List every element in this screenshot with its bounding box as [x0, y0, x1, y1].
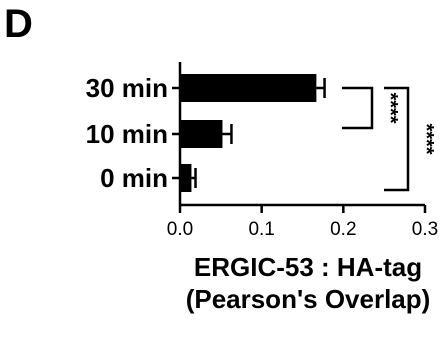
x-tick-label: 0.0 — [167, 219, 193, 240]
y-tick-label: 10 min — [86, 119, 168, 149]
x-axis-title-line-2: (Pearson's Overlap) — [185, 284, 431, 314]
significance-bracket-30-vs-10: **** — [342, 86, 401, 130]
error-bar-30-min — [316, 78, 326, 98]
y-tick-label: 0 min — [100, 163, 168, 193]
x-axis-title-line-1: ERGIC-53 : HA-tag — [193, 252, 423, 282]
bar-30-min — [180, 74, 317, 102]
significance-label: **** — [379, 92, 401, 123]
error-bar-0-min — [191, 168, 197, 188]
error-bar-10-min — [222, 124, 233, 144]
bar-0-min — [180, 164, 192, 192]
x-tick-label: 0.3 — [412, 219, 438, 240]
x-tick-label: 0.2 — [330, 219, 356, 240]
y-tick-label: 30 min — [86, 73, 168, 103]
bar-10-min — [180, 120, 223, 148]
panel-label: D — [4, 2, 33, 46]
significance-bracket-30-vs-0: **** — [384, 86, 437, 192]
x-tick-label: 0.1 — [248, 219, 274, 240]
significance-label: **** — [415, 123, 437, 154]
